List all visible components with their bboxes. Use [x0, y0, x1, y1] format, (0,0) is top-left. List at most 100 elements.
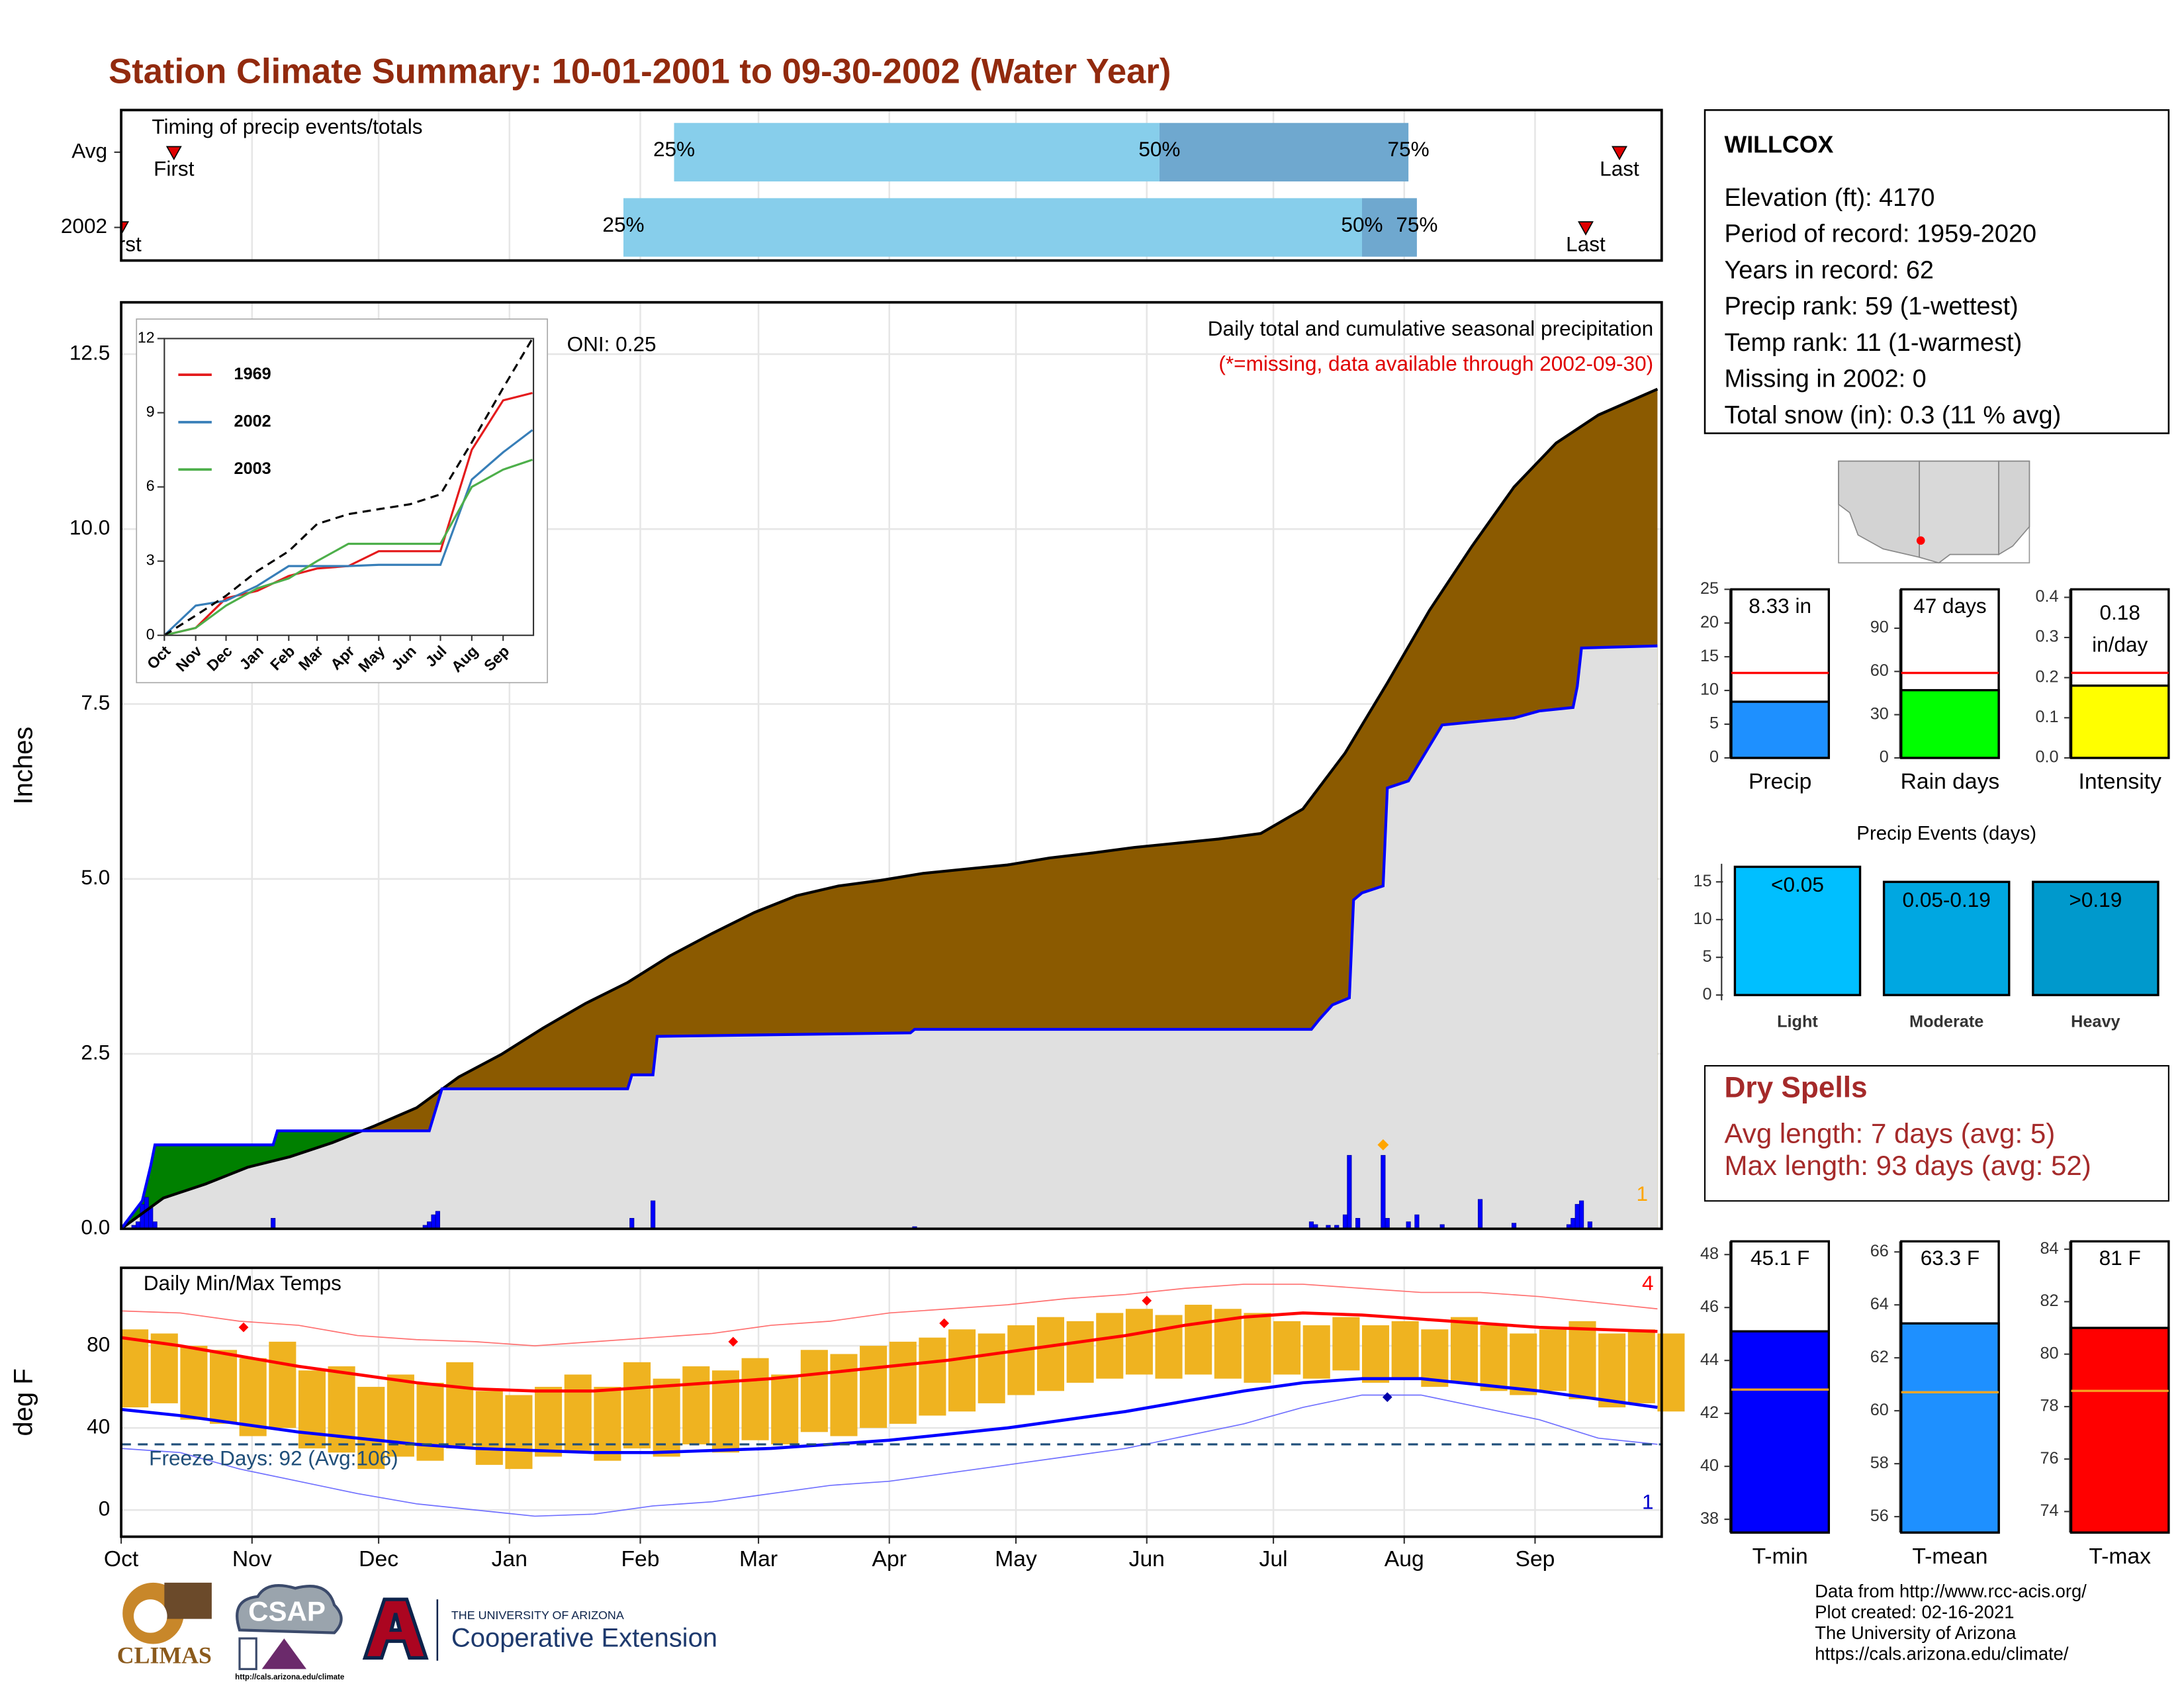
event-marker	[1578, 221, 1594, 236]
y-tick-label: 46	[1700, 1297, 1719, 1316]
y-tick-label: 0.1	[2035, 708, 2058, 726]
x-tick-label: T-min	[1752, 1544, 1808, 1569]
y-tick-label: 38	[1700, 1509, 1719, 1528]
x-tick-label: Heavy	[2071, 1012, 2120, 1031]
y-tick-label: 30	[1870, 704, 1889, 723]
y-tick-label: Avg	[71, 138, 107, 162]
temp-bar	[1332, 1317, 1360, 1371]
bar	[1900, 1322, 2000, 1534]
y-tick-label: 42	[1700, 1403, 1719, 1422]
daily-bar	[1342, 1214, 1348, 1229]
temp-bar	[594, 1387, 621, 1461]
y-tick-label: 20	[1700, 613, 1719, 632]
station-line: Period of record: 1959-2020	[1724, 220, 2036, 248]
y-tick-label: 62	[1870, 1348, 1889, 1366]
quartile-label: 75%	[1388, 137, 1430, 161]
temp-bar	[889, 1341, 917, 1424]
temp-bar	[210, 1350, 238, 1424]
bar	[1730, 1330, 1831, 1534]
record-marker	[238, 1322, 249, 1333]
y-tick-label: 84	[2040, 1239, 2058, 1258]
bar	[2070, 1327, 2170, 1534]
climas-logo: CLIMAS	[117, 1582, 212, 1669]
y-tick-label: 25	[1700, 579, 1719, 598]
panel-title: Timing of precip events/totals	[152, 115, 422, 138]
quartile-label: 50%	[1341, 212, 1383, 236]
panel-title: Daily total and cumulative seasonal prec…	[1208, 316, 1653, 340]
y-tick-label: 80	[2040, 1344, 2058, 1362]
corner-label: 4	[1642, 1271, 1654, 1295]
plot-frame	[120, 1266, 1663, 1538]
x-tick-label: May	[995, 1547, 1037, 1571]
freeze-label: Freeze Days: 92 (Avg:106)	[149, 1446, 398, 1470]
bar-label: <0.05	[1771, 872, 1824, 896]
common-area	[121, 645, 1658, 1229]
y-tick-label: 12.5	[69, 340, 110, 364]
station-dot	[1916, 536, 1925, 545]
daily-bar	[431, 1214, 436, 1229]
y-tick-label: 10	[1693, 910, 1711, 928]
footer-line: https://cals.arizona.edu/climate/	[1815, 1644, 2069, 1664]
max-marker	[1377, 1139, 1389, 1150]
temp-bar	[416, 1382, 444, 1461]
y-tick-label: 0.2	[2035, 667, 2058, 686]
y-tick-label: 5.0	[81, 865, 110, 889]
csap-logo: CSAP http://cals.arizona.edu/climate	[235, 1583, 345, 1681]
temp-bar	[1627, 1329, 1655, 1403]
temp-bar	[328, 1366, 355, 1453]
station-line: Total snow (in): 0.3 (11 % avg)	[1724, 401, 2061, 429]
station-line: Temp rank: 11 (1-warmest)	[1724, 329, 2022, 357]
annotation: ONI: 0.25	[567, 332, 657, 355]
series-line	[163, 429, 533, 636]
temp-bar	[1510, 1333, 1537, 1395]
footer-line: Plot created: 02-16-2021	[1815, 1601, 2014, 1622]
event-label: First	[154, 157, 195, 181]
y-tick-label: 48	[1700, 1244, 1719, 1263]
bar	[1730, 700, 1831, 759]
temp-line	[120, 1311, 1658, 1393]
y-tick-label: 60	[1870, 1401, 1889, 1419]
y-tick-label: 2002	[61, 214, 107, 238]
quartile-bar	[1361, 198, 1417, 257]
temp-bar	[564, 1374, 592, 1453]
bar	[2032, 880, 2160, 996]
plot-frame	[120, 109, 1663, 262]
bar	[1733, 865, 1862, 996]
temp-line	[121, 1394, 1658, 1517]
temp-bar	[919, 1337, 946, 1416]
temp-bar	[1480, 1325, 1508, 1391]
panel-subtitle: (*=missing, data available through 2002-…	[1218, 352, 1653, 375]
y-tick-label: 0.4	[2035, 587, 2058, 606]
dry-spell-title: Dry Spells	[1724, 1072, 1867, 1104]
daily-bar	[1385, 1218, 1390, 1229]
station-box	[1704, 109, 2170, 434]
y-tick-label: 10	[1700, 680, 1719, 699]
quartile-label: 75%	[1396, 212, 1437, 236]
y-tick-label: 74	[2040, 1501, 2058, 1520]
y-tick-label: 15	[1700, 647, 1719, 665]
daily-bar	[271, 1218, 276, 1229]
quartile-bar	[623, 198, 1362, 257]
temp-bar	[800, 1350, 828, 1432]
corner-label: 1	[1642, 1489, 1654, 1513]
daily-bar	[651, 1200, 656, 1229]
temp-bar	[830, 1354, 858, 1436]
ua-logo: THE UNIVERSITY OF ARIZONA Cooperative Ex…	[362, 1597, 717, 1661]
event-label: Last	[1600, 157, 1639, 181]
y-tick-label: 78	[2040, 1397, 2058, 1415]
y-tick-label: 66	[1870, 1242, 1889, 1260]
temp-bar	[1421, 1329, 1449, 1387]
panel-title: Precip Events (days)	[1856, 822, 2036, 844]
legend-label: 2003	[234, 459, 271, 478]
y-tick-label: 9	[146, 403, 155, 420]
panel-title: Daily Min/Max Temps	[144, 1271, 341, 1295]
temp-bar	[535, 1387, 563, 1457]
temp-bar	[771, 1374, 799, 1444]
page-title: Station Climate Summary: 10-01-2001 to 0…	[109, 52, 1171, 91]
bar-label: 0.05-0.19	[1903, 888, 1991, 912]
temp-bar	[682, 1366, 710, 1444]
temp-bar	[1539, 1329, 1567, 1391]
logo-shape	[238, 1637, 257, 1670]
y-tick-label: 80	[87, 1332, 110, 1356]
temp-bar	[357, 1387, 385, 1470]
